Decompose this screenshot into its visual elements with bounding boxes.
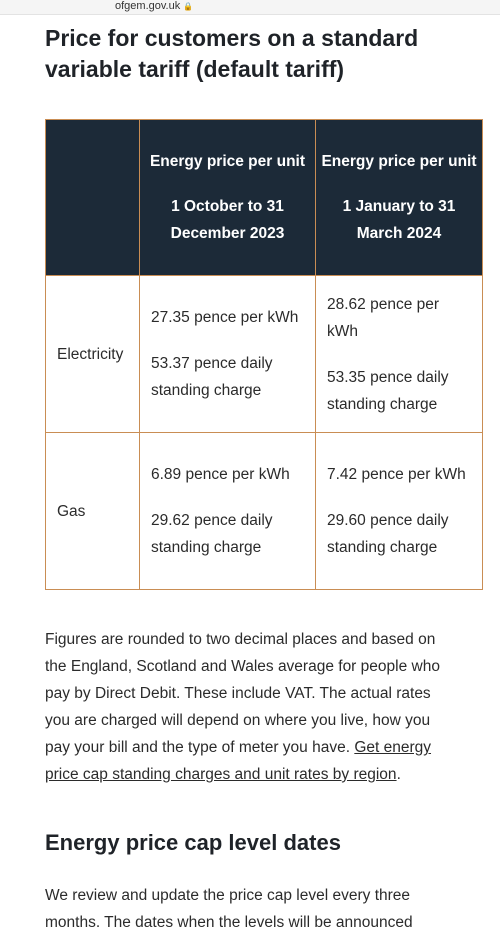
table-cell: 6.89 pence per kWh 29.62 pence daily sta… (139, 432, 316, 590)
unit-rate: 6.89 pence per kWh (151, 466, 290, 483)
price-table-wrapper: Energy price per unit 1 October to 31 De… (45, 119, 483, 590)
table-cell: 7.42 pence per kWh 29.60 pence daily sta… (315, 432, 483, 590)
table-header-col: Energy price per unit 1 January to 31 Ma… (315, 119, 483, 276)
note-text: Figures are rounded to two decimal place… (45, 631, 440, 756)
header-period: 1 October to 31 December 2023 (170, 198, 285, 242)
lock-icon: 🔒 (183, 2, 194, 11)
table-row: Gas 6.89 pence per kWh 29.62 pence daily… (45, 432, 483, 590)
header-label: Energy price per unit (149, 153, 306, 170)
table-header-col: Energy price per unit 1 October to 31 De… (139, 119, 316, 276)
table-cell: 27.35 pence per kWh 53.37 pence daily st… (139, 275, 316, 433)
url-text: ofgem.gov.uk (115, 0, 181, 12)
page-title: Price for customers on a standard variab… (45, 25, 419, 82)
price-table: Energy price per unit 1 October to 31 De… (45, 119, 483, 590)
row-label: Electricity (45, 275, 140, 433)
unit-rate: 27.35 pence per kWh (151, 309, 299, 326)
header-period: 1 January to 31 March 2024 (342, 198, 456, 242)
unit-rate: 28.62 pence per kWh (327, 295, 440, 340)
table-row: Electricity 27.35 pence per kWh 53.37 pe… (45, 275, 483, 433)
review-paragraph: We review and update the price cap level… (45, 887, 413, 931)
standing-charge: 53.37 pence daily standing charge (151, 355, 273, 399)
unit-rate: 7.42 pence per kWh (327, 466, 466, 483)
main-content: Price for customers on a standard variab… (0, 23, 500, 936)
table-header-row: Energy price per unit 1 October to 31 De… (45, 119, 483, 276)
region-rates-link[interactable]: Get energy price cap standing charges an… (45, 739, 432, 783)
row-label: Gas (45, 432, 140, 590)
section-heading: Energy price cap level dates (45, 830, 341, 855)
rates-note: Figures are rounded to two decimal place… (45, 626, 455, 788)
standing-charge: 53.35 pence daily standing charge (327, 368, 449, 413)
note-end: . (396, 766, 401, 783)
standing-charge: 29.62 pence daily standing charge (151, 512, 273, 556)
table-header-empty (45, 119, 140, 276)
address-bar[interactable]: ofgem.gov.uk 🔒 (0, 0, 500, 15)
standing-charge: 29.60 pence daily standing charge (327, 512, 449, 556)
header-label: Energy price per unit (321, 153, 477, 170)
table-cell: 28.62 pence per kWh 53.35 pence daily st… (315, 275, 483, 433)
